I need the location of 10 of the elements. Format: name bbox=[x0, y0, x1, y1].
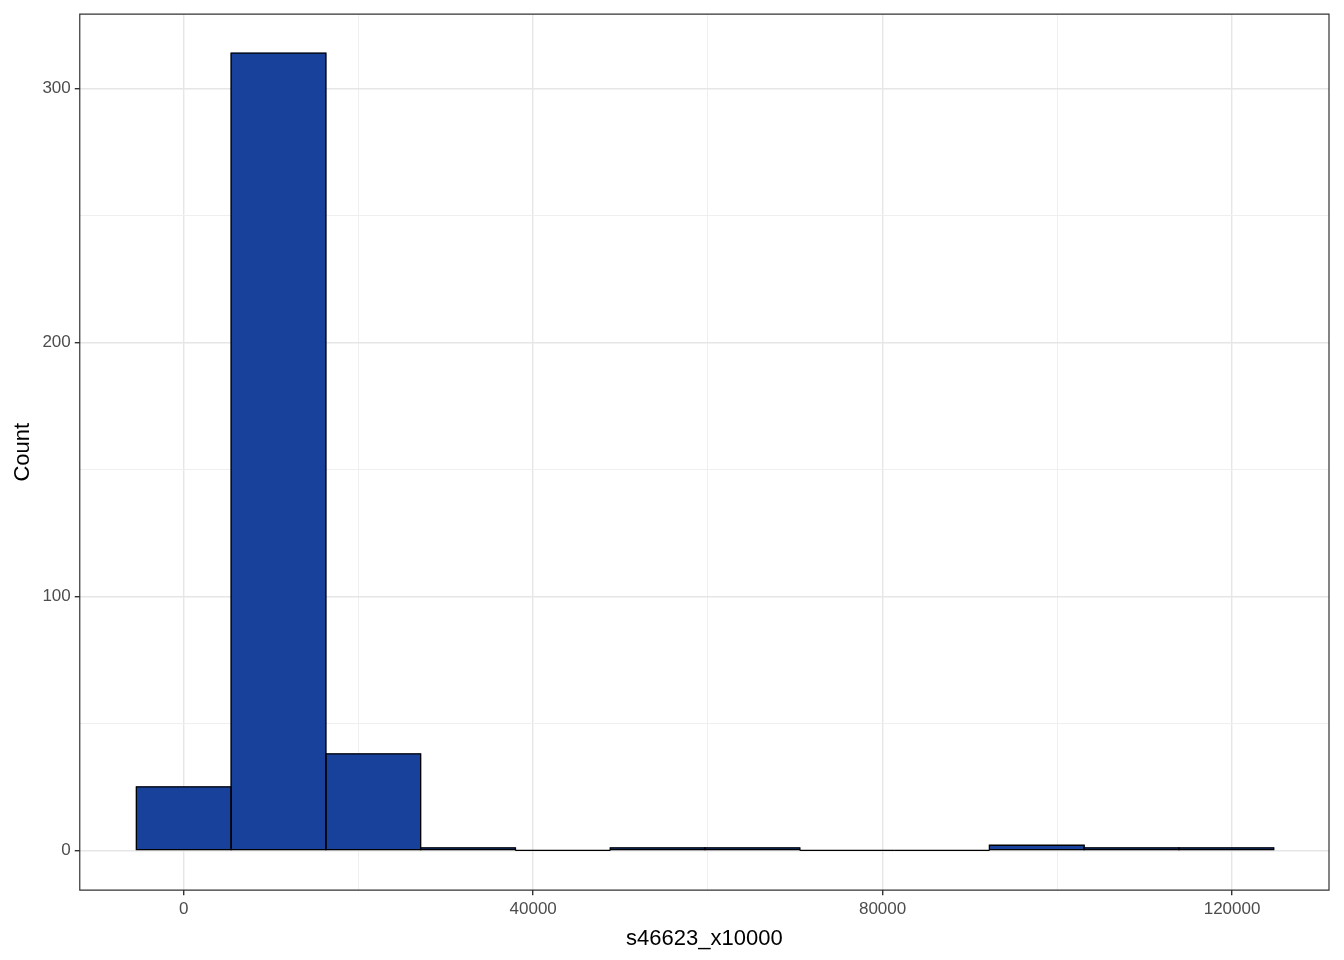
y-tick-label: 0 bbox=[61, 840, 71, 860]
x-tick-label: 120000 bbox=[1203, 899, 1261, 919]
x-tick-label: 80000 bbox=[858, 899, 907, 919]
y-axis-title: Count bbox=[9, 422, 35, 482]
x-tick-label: 0 bbox=[178, 899, 189, 919]
y-tick-label: 300 bbox=[42, 78, 71, 98]
y-tick-label: 100 bbox=[42, 586, 71, 606]
y-tick-label: 200 bbox=[42, 332, 71, 352]
x-axis-title: s46623_x10000 bbox=[626, 924, 783, 950]
x-tick-label: 40000 bbox=[509, 899, 557, 919]
